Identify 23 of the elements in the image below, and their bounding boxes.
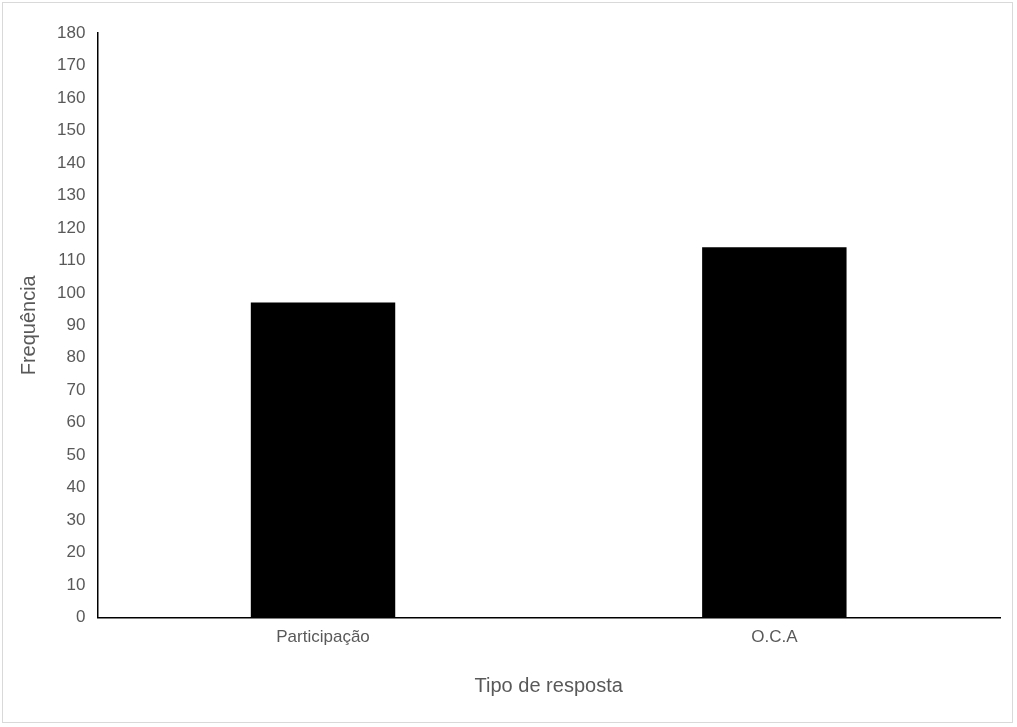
y-tick-label: 10 [66, 574, 86, 594]
y-tick-label: 170 [56, 55, 86, 75]
y-tick-label: 0 [75, 607, 86, 627]
y-tick-label: 140 [56, 152, 86, 172]
y-tick-label: 110 [58, 250, 86, 270]
y-tick-label: 60 [66, 412, 86, 432]
x-tick-label: Participação [276, 627, 370, 647]
y-tick-label: 90 [66, 314, 86, 334]
y-axis-title: Frequência [16, 274, 39, 376]
x-axis-title: Tipo de resposta [474, 673, 624, 696]
y-tick-label: 70 [66, 379, 86, 399]
y-tick-label: 120 [56, 217, 86, 237]
y-tick-label: 40 [66, 477, 86, 497]
y-tick-label: 20 [66, 542, 86, 562]
y-tick-label: 180 [56, 22, 86, 42]
x-tick-label: O.C.A [751, 627, 799, 647]
y-tick-label: 100 [56, 282, 86, 302]
y-tick-label: 30 [66, 509, 86, 529]
y-tick-label: 50 [66, 444, 86, 464]
y-tick-label: 160 [56, 87, 86, 107]
y-tick-label: 150 [56, 120, 86, 140]
y-tick-label: 80 [66, 347, 86, 367]
y-tick-label: 130 [56, 185, 86, 205]
